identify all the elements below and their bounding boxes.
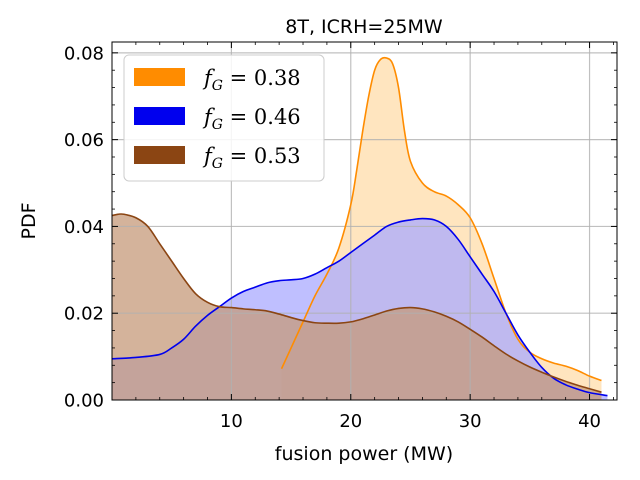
x-tick-label: 10 <box>220 411 243 432</box>
gridlines <box>112 42 617 400</box>
y-tick-label: 0.00 <box>64 391 104 412</box>
legend-label-2: fG = 0.53 <box>202 144 301 172</box>
series-line-0 <box>280 56 602 382</box>
x-tick-label: 40 <box>578 411 601 432</box>
series-line-2 <box>111 213 602 393</box>
plot-frame <box>111 41 618 401</box>
legend-swatch-2 <box>134 146 185 164</box>
y-tick-label: 0.02 <box>64 304 104 325</box>
legend: fG = 0.38 fG = 0.46 fG = 0.53 <box>123 54 325 182</box>
x-tick-label: 20 <box>339 411 362 432</box>
legend-swatch-1 <box>134 107 185 125</box>
series-lines <box>111 56 608 397</box>
series-line-1 <box>111 217 608 397</box>
x-tick-label: 30 <box>459 411 482 432</box>
y-axis-label: PDF <box>18 202 40 239</box>
legend-label-0: fG = 0.38 <box>202 66 301 94</box>
y-tick-label: 0.06 <box>64 130 104 151</box>
y-tick-label: 0.08 <box>64 43 104 64</box>
series-fill-2 <box>112 213 602 400</box>
legend-label-1: fG = 0.46 <box>202 105 301 133</box>
axes: 10 20 30 40 0.00 0.02 0.04 0.06 0.08 <box>64 41 618 432</box>
legend-swatch-0 <box>134 68 185 86</box>
x-axis-label: fusion power (MW) <box>275 443 453 465</box>
y-tick-label: 0.04 <box>64 217 104 238</box>
chart-title: 8T, ICRH=25MW <box>285 16 443 38</box>
